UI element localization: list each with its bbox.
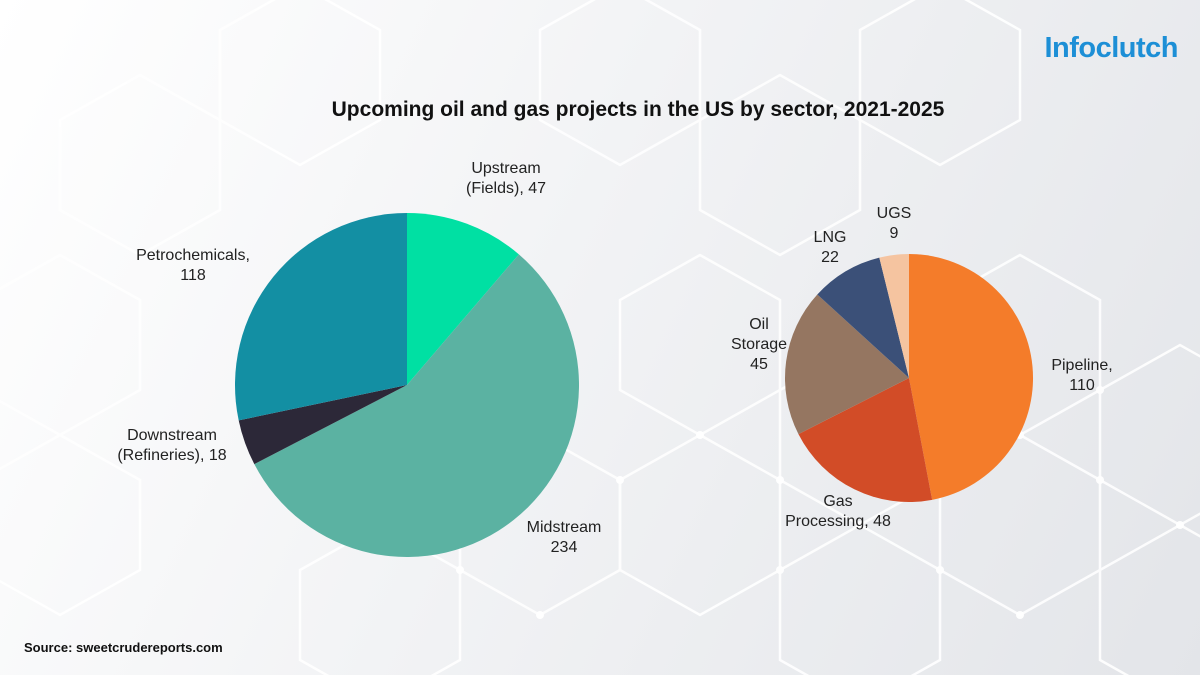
slice-label-downstream: Downstream (Refineries), 18 <box>117 427 226 464</box>
slice-label-ugs: UGS 9 <box>877 205 912 242</box>
pie-slice-midstream <box>254 254 580 558</box>
slice-label-midstream: Midstream 234 <box>527 519 602 556</box>
pie-slice-downstream <box>238 385 407 465</box>
slice-label-pipeline: Pipeline, 110 <box>1051 357 1112 394</box>
slice-label-oil: Oil Storage 45 <box>731 316 787 373</box>
pie-slice-lng <box>817 257 909 378</box>
pie-slice-petrochemicals <box>235 213 407 421</box>
pie-chart-midstream-breakdown: Pipeline, 110 Gas Processing, 48 Oil Storage 4… <box>731 205 1113 530</box>
pie-chart-sectors: Upstream (Fields), 47 Midstream 234 Downstre… <box>117 160 602 558</box>
slice-label-petrochemicals: Petrochemicals, 118 <box>136 247 250 284</box>
pie-slice-ugs <box>879 254 909 378</box>
pie-slice-upstream <box>407 213 519 385</box>
pie-slice-gas <box>798 378 933 503</box>
pie-slice-pipeline <box>909 254 1034 500</box>
chart-title: Upcoming oil and gas projects in the US … <box>331 98 945 121</box>
slice-label-lng: LNG 22 <box>814 229 847 266</box>
slice-label-gas: Gas Processing, 48 <box>785 493 891 530</box>
source-note: Source: sweetcrudereports.com <box>24 640 223 655</box>
infoclutch-logo: Infoclutch <box>1044 32 1178 64</box>
pie-slice-oil <box>784 294 909 435</box>
slice-label-upstream: Upstream (Fields), 47 <box>466 160 546 197</box>
